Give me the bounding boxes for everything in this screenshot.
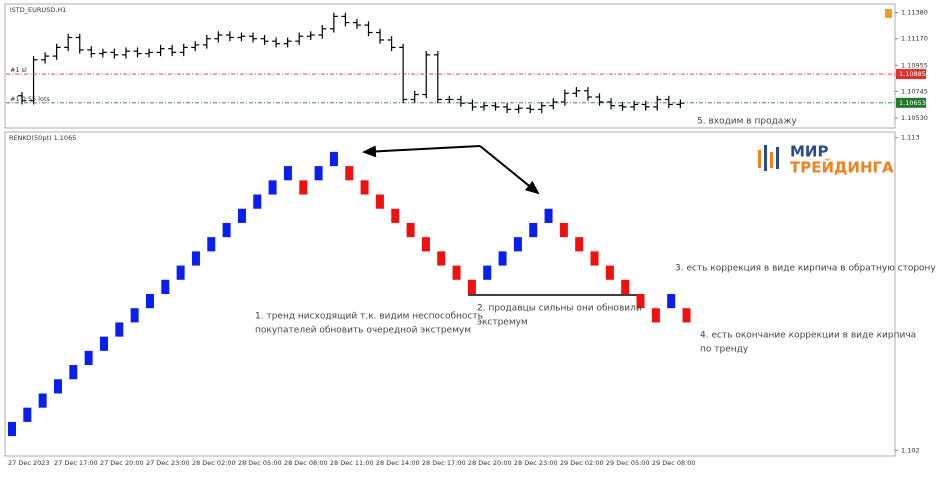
y-tick-label: 1.113 <box>901 134 920 142</box>
renko-brick <box>621 279 630 294</box>
renko-brick <box>483 265 492 280</box>
arrow <box>479 145 540 195</box>
renko-brick <box>253 194 262 209</box>
renko-brick <box>651 308 660 323</box>
x-tick-label: 27 Dec 17:00 <box>54 459 98 467</box>
renko-brick <box>283 166 292 181</box>
renko-brick <box>222 222 231 238</box>
renko-brick <box>437 251 446 266</box>
panel-icon <box>885 9 892 18</box>
renko-brick <box>53 379 62 394</box>
y-tick-label: 1.11170 <box>901 35 928 43</box>
x-tick-label: 28 Dec 23:00 <box>514 459 558 467</box>
renko-brick <box>590 251 599 266</box>
renko-brick <box>529 222 538 238</box>
x-tick-label: 29 Dec 02:00 <box>560 459 604 467</box>
renko-brick <box>176 265 185 280</box>
renko-brick <box>544 208 553 223</box>
x-tick-label: 29 Dec 08:00 <box>652 459 696 467</box>
renko-panel <box>4 131 896 457</box>
annotation: по тренду <box>700 345 749 355</box>
y-tick-label: 1.102 <box>901 446 920 454</box>
renko-brick <box>115 322 124 337</box>
price-tag <box>896 69 926 80</box>
logo-text: ТРЕЙДИНГА <box>790 158 894 177</box>
renko-brick <box>498 251 507 266</box>
x-tick-label: 27 Dec 23:00 <box>146 459 190 467</box>
renko-brick <box>682 308 691 323</box>
panel-title: !STD_EURUSD,H1 <box>9 6 66 14</box>
renko-brick <box>513 237 522 252</box>
x-tick-label: 28 Dec 17:00 <box>422 459 466 467</box>
renko-brick <box>8 421 16 437</box>
annotation: 2. продавцы сильны они обновили <box>477 304 642 314</box>
renko-brick <box>84 350 93 366</box>
renko-brick <box>467 279 476 294</box>
renko-brick <box>575 237 584 252</box>
renko-brick <box>38 393 47 408</box>
y-tick-label: 1.10955 <box>901 61 928 69</box>
renko-brick <box>145 294 154 309</box>
x-tick-label: 27 Dec 2023 <box>8 459 50 467</box>
renko-brick <box>207 237 216 252</box>
x-tick-label: 27 Dec 20:00 <box>100 459 144 467</box>
renko-brick <box>452 265 461 280</box>
y-tick-label: 1.10745 <box>901 87 928 95</box>
renko-brick <box>391 208 400 223</box>
renko-brick <box>360 180 369 195</box>
renko-brick <box>268 180 277 195</box>
price-line-name: #1 sl <box>10 66 27 74</box>
x-tick-label: 29 Dec 05:00 <box>606 459 650 467</box>
annotation: 5. входим в продажу <box>697 117 797 127</box>
x-tick-label: 28 Dec 02:00 <box>192 459 236 467</box>
annotation: покупателей обновить очередной экстремум <box>255 326 471 336</box>
top-panel <box>4 3 896 129</box>
renko-brick <box>667 294 676 309</box>
arrow <box>362 145 481 158</box>
renko-brick <box>421 237 430 252</box>
renko-brick <box>299 180 308 195</box>
price-tag-label: 1.10653 <box>899 99 926 107</box>
y-tick-label: 1.10530 <box>901 114 928 122</box>
renko-brick <box>329 151 338 167</box>
annotation: 4. есть окончание коррекции в виде кирпи… <box>700 331 916 341</box>
panel-title: RENKO(50pt) 1.1065 <box>9 134 76 142</box>
x-tick-label: 28 Dec 20:00 <box>468 459 512 467</box>
x-tick-label: 28 Dec 08:00 <box>284 459 328 467</box>
y-tick-label: 1.11380 <box>901 9 928 17</box>
renko-brick <box>375 194 384 209</box>
renko-brick <box>314 166 323 181</box>
annotation: 1. тренд нисходящий т.к. видим неспособн… <box>255 312 483 322</box>
renko-brick <box>99 336 108 351</box>
renko-brick <box>130 308 139 323</box>
x-tick-label: 28 Dec 11:00 <box>330 459 374 467</box>
renko-brick <box>406 222 415 238</box>
renko-brick <box>237 208 246 223</box>
annotation: экстремум <box>477 318 528 328</box>
renko-brick <box>345 166 354 181</box>
price-tag <box>896 97 926 108</box>
renko-brick <box>636 294 645 309</box>
annotation: 3. есть коррекция в виде кирпича в обрат… <box>675 264 936 274</box>
renko-brick <box>69 365 78 380</box>
price-tag-label: 1.10885 <box>899 70 926 78</box>
renko-brick <box>161 279 170 294</box>
renko-brick <box>191 251 200 266</box>
renko-brick <box>605 265 614 280</box>
price-line-name: #1 0.55 lots <box>10 95 51 103</box>
logo-icon <box>758 145 779 171</box>
x-tick-label: 28 Dec 05:00 <box>238 459 282 467</box>
renko-brick <box>23 407 32 422</box>
x-tick-label: 28 Dec 14:00 <box>376 459 420 467</box>
renko-brick <box>559 222 568 238</box>
logo-text: МИР <box>790 143 828 161</box>
